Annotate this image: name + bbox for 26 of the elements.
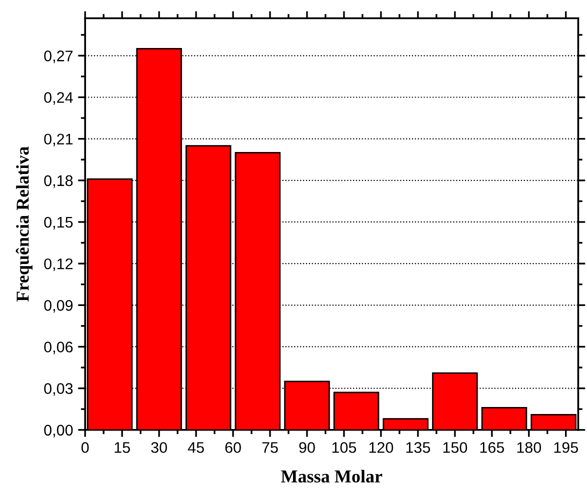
x-tick-label: 0 <box>81 442 89 453</box>
x-axis-title: Massa Molar <box>281 470 382 483</box>
x-tick-label: 165 <box>480 442 504 453</box>
x-tick-label: 90 <box>299 442 315 453</box>
x-tick-label: 180 <box>517 442 542 453</box>
x-tick-label: 75 <box>262 442 278 453</box>
y-tick-label: 0,06 <box>44 342 73 354</box>
y-tick-label: 0,24 <box>44 92 73 105</box>
y-tick-label: 0,03 <box>44 383 73 396</box>
y-tick-label: 0,27 <box>44 50 73 64</box>
y-tick-label: 0,15 <box>44 216 73 230</box>
y-tick-label: 0,21 <box>44 134 73 146</box>
y-tick-label: 0,09 <box>44 300 73 313</box>
y-tick-label: 0,18 <box>44 175 73 188</box>
x-tick-label: 150 <box>443 442 468 453</box>
x-tick-label: 45 <box>188 442 204 453</box>
x-tick-label: 135 <box>406 442 430 453</box>
x-tick-label: 60 <box>225 442 241 453</box>
x-tick-label: 30 <box>151 442 167 453</box>
x-tick-label: 195 <box>554 442 578 453</box>
y-axis-title: Frequência Relativa <box>16 146 32 302</box>
x-tick-label: 15 <box>114 442 130 453</box>
x-tick-label: 105 <box>332 442 356 453</box>
y-tick-label: 0,12 <box>44 258 73 272</box>
y-tick-label: 0,00 <box>44 424 73 438</box>
x-tick-label: 120 <box>369 442 394 453</box>
